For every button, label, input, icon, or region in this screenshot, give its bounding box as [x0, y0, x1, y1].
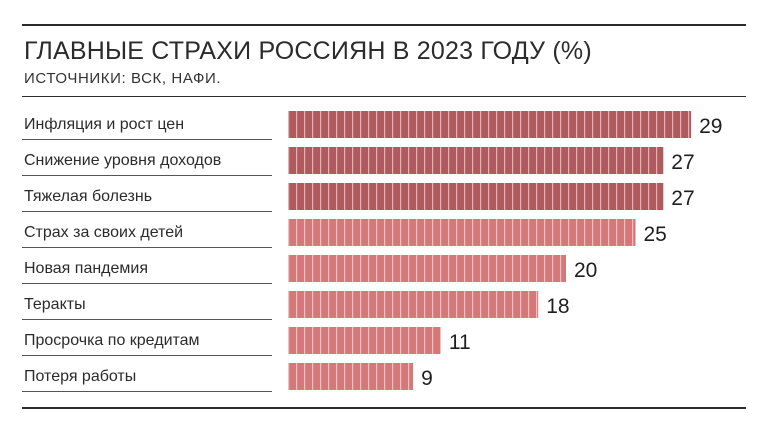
value-label: 18 [546, 295, 569, 318]
value-label: 20 [574, 259, 597, 282]
category-label: Снижение уровня доходов [24, 152, 221, 169]
value-label: 11 [449, 331, 471, 354]
chart-title: ГЛАВНЫЕ СТРАХИ РОССИЯН В 2023 ГОДУ (%) [24, 37, 592, 65]
category-label: Новая пандемия [24, 260, 148, 277]
bar-stripes [288, 183, 664, 210]
bar-stripes [288, 363, 414, 390]
category-label: Просрочка по кредитам [24, 332, 200, 349]
category-label: Инфляция и рост цен [24, 116, 184, 133]
value-label: 27 [671, 151, 694, 174]
bottom-rule [22, 407, 746, 409]
bar-stripes [288, 147, 664, 174]
bar-stripes [288, 255, 566, 282]
category-label: Тяжелая болезнь [24, 188, 152, 205]
value-label: 9 [421, 367, 433, 390]
header-divider [22, 96, 746, 97]
category-label: Потеря работы [24, 368, 136, 385]
value-label: 25 [644, 223, 667, 246]
chart-subtitle: ИСТОЧНИКИ: ВСК, НАФИ. [24, 70, 222, 87]
value-label: 29 [699, 115, 722, 138]
value-label: 27 [671, 187, 694, 210]
bar-stripes [288, 219, 636, 246]
bar-stripes [288, 327, 441, 354]
category-label: Страх за своих детей [24, 224, 183, 241]
top-rule [22, 24, 746, 26]
bar-stripes [288, 291, 539, 318]
bar-stripes [288, 111, 692, 138]
category-label: Теракты [24, 296, 86, 313]
